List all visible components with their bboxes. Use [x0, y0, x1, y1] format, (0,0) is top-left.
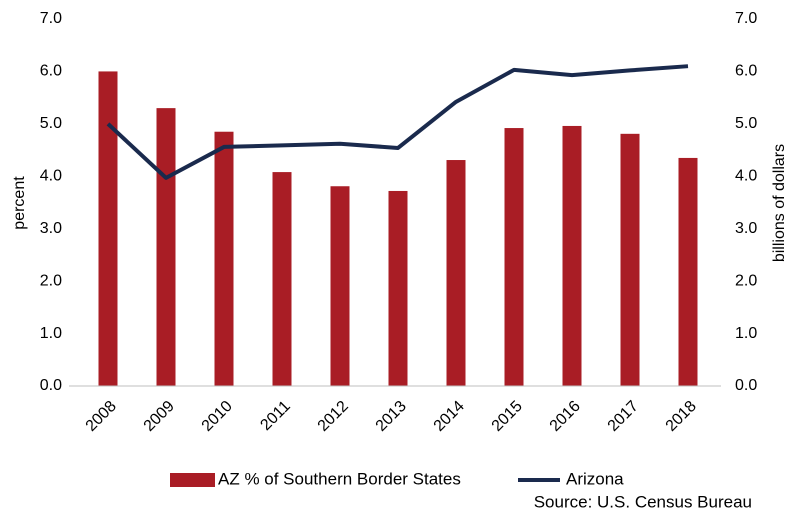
line: [106, 64, 689, 180]
legend-label: Arizona: [566, 469, 624, 488]
source-note: Source: U.S. Census Bureau: [534, 492, 752, 511]
y-tick-label: 6.0: [40, 63, 62, 80]
bar: [214, 131, 234, 386]
x-tick-label: 2017: [605, 398, 642, 435]
bar: [156, 108, 176, 386]
y2-tick-label: 0.0: [735, 377, 757, 394]
x-tick-label: 2013: [373, 398, 410, 435]
x-tick-label: 2012: [315, 398, 352, 435]
y2-tick-label: 2.0: [735, 272, 757, 289]
y2-tick-label: 1.0: [735, 325, 757, 342]
y-tick-label: 5.0: [40, 115, 62, 132]
x-tick-label: 2011: [257, 398, 293, 434]
x-tick-label: 2010: [199, 398, 236, 435]
bar: [562, 125, 582, 386]
x-tick-label: 2016: [547, 398, 584, 435]
y-tick-label: 4.0: [40, 168, 62, 185]
bar: [446, 160, 466, 386]
bar: [98, 71, 118, 386]
y2-tick-label: 7.0: [735, 10, 757, 27]
y2-tick-label: 3.0: [735, 220, 757, 237]
x-tick-label: 2009: [141, 398, 178, 435]
y-tick-label: 1.0: [40, 325, 62, 342]
bar: [272, 172, 292, 386]
y-tick-label: 3.0: [40, 220, 62, 237]
y2-tick-label: 6.0: [735, 63, 757, 80]
bar: [388, 190, 408, 386]
bar: [330, 186, 350, 386]
legend-swatch: [170, 473, 215, 487]
y-tick-label: 2.0: [40, 272, 62, 289]
y2-tick-label: 4.0: [735, 168, 757, 185]
bar: [620, 133, 640, 386]
x-tick-label: 2008: [83, 398, 120, 435]
bar: [504, 128, 524, 386]
bar: [678, 157, 698, 386]
y-tick-label: 7.0: [40, 10, 62, 27]
y-axis-label: percent: [11, 176, 28, 230]
y2-axis-label: billions of dollars: [771, 144, 788, 262]
legend-label: AZ % of Southern Border States: [218, 469, 461, 488]
x-tick-label: 2018: [663, 398, 700, 435]
x-tick-label: 2015: [489, 398, 526, 435]
y-tick-label: 0.0: [40, 377, 62, 394]
x-tick-label: 2014: [431, 398, 468, 435]
y2-tick-label: 5.0: [735, 115, 757, 132]
